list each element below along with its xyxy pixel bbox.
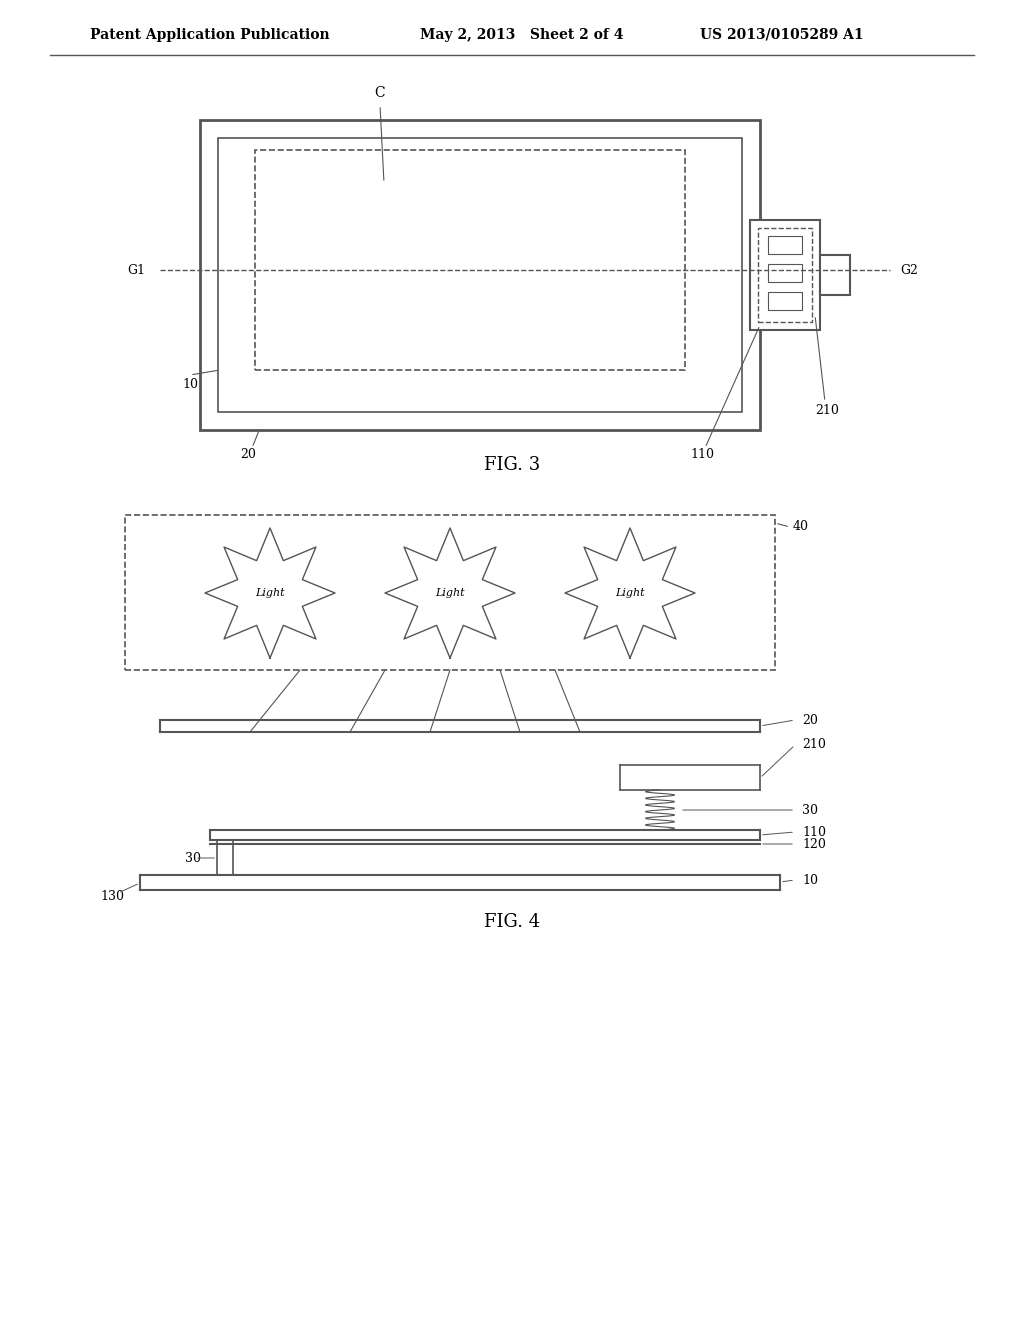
Text: 30: 30 [185, 851, 201, 865]
Text: FIG. 4: FIG. 4 [484, 913, 540, 931]
Text: 210: 210 [802, 738, 826, 751]
Text: 210: 210 [815, 404, 839, 417]
Text: 120: 120 [802, 837, 826, 850]
Bar [125, 515, 775, 671]
Bar [768, 292, 802, 310]
Text: 40: 40 [793, 520, 809, 533]
Text: Light: Light [255, 587, 285, 598]
Text: C: C [375, 86, 385, 100]
Text: 130: 130 [100, 891, 124, 903]
Text: FIG. 3: FIG. 3 [484, 455, 540, 474]
Text: 10: 10 [182, 379, 198, 392]
Text: G2: G2 [900, 264, 918, 276]
Bar [768, 264, 802, 282]
Text: G1: G1 [127, 264, 145, 276]
Bar [768, 236, 802, 253]
Bar [200, 120, 760, 430]
Text: Patent Application Publication: Patent Application Publication [90, 28, 330, 42]
Text: 110: 110 [802, 825, 826, 838]
Text: Light: Light [435, 587, 465, 598]
Text: 10: 10 [802, 874, 818, 887]
Text: US 2013/0105289 A1: US 2013/0105289 A1 [700, 28, 863, 42]
Text: 30: 30 [802, 804, 818, 817]
Text: 20: 20 [240, 449, 256, 462]
Text: 20: 20 [802, 714, 818, 726]
Text: May 2, 2013   Sheet 2 of 4: May 2, 2013 Sheet 2 of 4 [420, 28, 624, 42]
Text: Light: Light [615, 587, 645, 598]
Bar [820, 255, 850, 294]
Bar [255, 150, 685, 370]
Text: 110: 110 [690, 449, 714, 462]
Bar [758, 228, 812, 322]
Bar [750, 220, 820, 330]
Bar [218, 139, 742, 412]
